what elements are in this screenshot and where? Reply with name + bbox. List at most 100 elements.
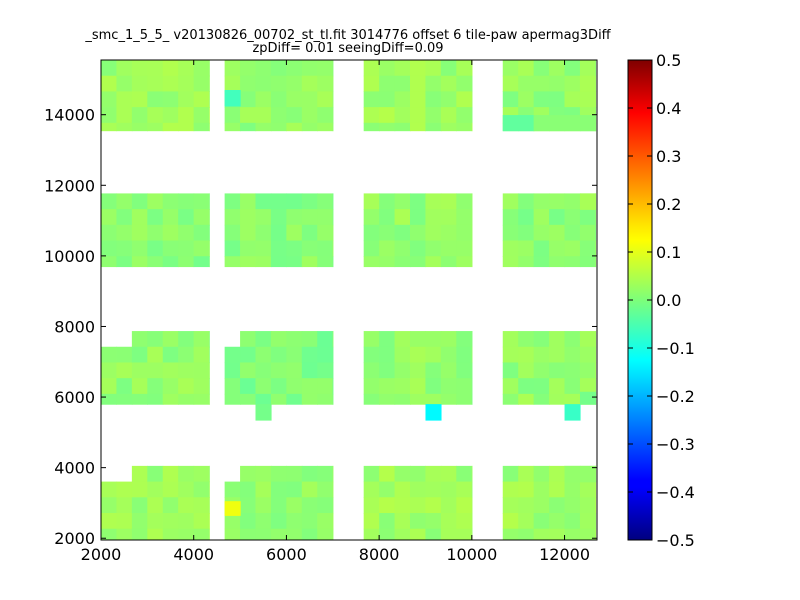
heatmap-cell <box>255 91 272 108</box>
heatmap-cell <box>564 513 581 530</box>
heatmap-cell <box>518 481 535 498</box>
heatmap-cell <box>456 209 473 226</box>
heatmap-cell <box>301 209 318 226</box>
heatmap-cell <box>579 75 596 93</box>
heatmap-cell <box>270 497 287 514</box>
heatmap-cell <box>595 378 597 395</box>
heatmap-cell <box>502 224 519 242</box>
heatmap-cell <box>131 393 148 405</box>
heatmap-cell <box>101 91 118 108</box>
heatmap-cell <box>101 209 118 226</box>
heatmap-cell <box>533 497 550 514</box>
heatmap-cell <box>116 528 133 540</box>
y-tick-label: 10000 <box>44 247 95 266</box>
heatmap-cell <box>363 497 380 514</box>
heatmap-cell <box>255 193 272 210</box>
heatmap-cell <box>332 224 334 242</box>
x-tick-label: 10000 <box>446 545 497 564</box>
heatmap-cell <box>595 331 597 348</box>
heatmap-cell <box>440 528 457 540</box>
heatmap-cell <box>224 501 241 516</box>
y-tick-label: 4000 <box>54 459 95 478</box>
heatmap-cell <box>471 75 473 93</box>
heatmap-cell <box>286 193 303 210</box>
heatmap-cell <box>116 481 133 498</box>
heatmap-cell <box>301 497 318 514</box>
heatmap-cell <box>301 107 318 124</box>
heatmap-cell <box>270 393 287 405</box>
heatmap-cell <box>363 209 380 226</box>
heatmap-cell <box>301 75 318 93</box>
heatmap-cell <box>116 256 133 268</box>
heatmap-cell <box>456 346 473 364</box>
heatmap-cell <box>363 193 380 210</box>
heatmap-cell <box>240 528 257 540</box>
heatmap-cell <box>147 513 164 530</box>
heatmap-cell <box>301 331 318 348</box>
heatmap-cell <box>255 465 272 483</box>
heatmap-cell <box>332 209 334 226</box>
heatmap-cell <box>394 362 411 379</box>
heatmap-cell <box>533 331 550 348</box>
heatmap-cell <box>332 60 334 77</box>
heatmap-cell <box>471 209 473 226</box>
heatmap-cell <box>193 122 210 132</box>
heatmap-cell <box>440 122 457 132</box>
heatmap-cell <box>193 481 210 498</box>
heatmap-cell <box>425 122 442 132</box>
heatmap-cell <box>332 393 334 405</box>
heatmap-cell <box>363 256 380 268</box>
heatmap-cell <box>379 75 396 93</box>
heatmap-cell <box>224 378 241 395</box>
heatmap-cell <box>193 465 210 483</box>
heatmap-cell <box>162 91 179 108</box>
heatmap-cell <box>595 528 597 540</box>
heatmap-cell <box>533 75 550 93</box>
heatmap-cell <box>193 362 210 379</box>
heatmap-cell <box>363 91 380 108</box>
heatmap-cell <box>240 465 257 483</box>
heatmap-cell <box>209 528 210 540</box>
heatmap-cell <box>178 256 195 268</box>
heatmap-cell <box>425 193 442 210</box>
heatmap-cell <box>394 60 411 77</box>
heatmap-cell <box>240 107 257 124</box>
heatmap-cell <box>162 256 179 268</box>
heatmap-cell <box>456 75 473 93</box>
heatmap-cell <box>579 362 596 379</box>
heatmap-cell <box>209 122 210 132</box>
heatmap-cell <box>193 60 210 77</box>
heatmap-cell <box>410 528 427 540</box>
x-tick-label: 4000 <box>173 545 214 564</box>
heatmap-cell <box>224 362 241 379</box>
heatmap-cell <box>162 528 179 540</box>
heatmap-cell <box>332 331 334 348</box>
heatmap-cell <box>317 209 334 226</box>
heatmap-cell <box>564 465 597 483</box>
heatmap-cell <box>595 75 597 93</box>
heatmap-cell <box>301 240 318 257</box>
heatmap-cell <box>317 91 334 108</box>
heatmap-cell <box>440 193 457 210</box>
heatmap-cell <box>425 107 442 124</box>
heatmap-cell <box>379 256 396 268</box>
heatmap-cell <box>193 209 210 226</box>
heatmap-cell <box>564 60 581 77</box>
heatmap-cell <box>549 240 566 257</box>
heatmap-cell <box>116 75 133 93</box>
heatmap-cell <box>379 107 396 124</box>
heatmap-cell <box>317 256 334 268</box>
heatmap-cell <box>147 91 164 108</box>
heatmap-cell <box>456 378 473 395</box>
heatmap-cell <box>178 465 195 483</box>
heatmap-cell <box>425 404 442 421</box>
heatmap-cell <box>178 193 195 210</box>
heatmap-cell <box>425 393 442 405</box>
heatmap-cell <box>456 528 473 540</box>
heatmap-cell <box>410 513 427 530</box>
heatmap-cell <box>518 331 535 348</box>
heatmap-cell <box>193 91 210 108</box>
heatmap-cell <box>533 240 550 257</box>
heatmap-cell <box>471 346 473 364</box>
heatmap-cell <box>564 362 581 379</box>
